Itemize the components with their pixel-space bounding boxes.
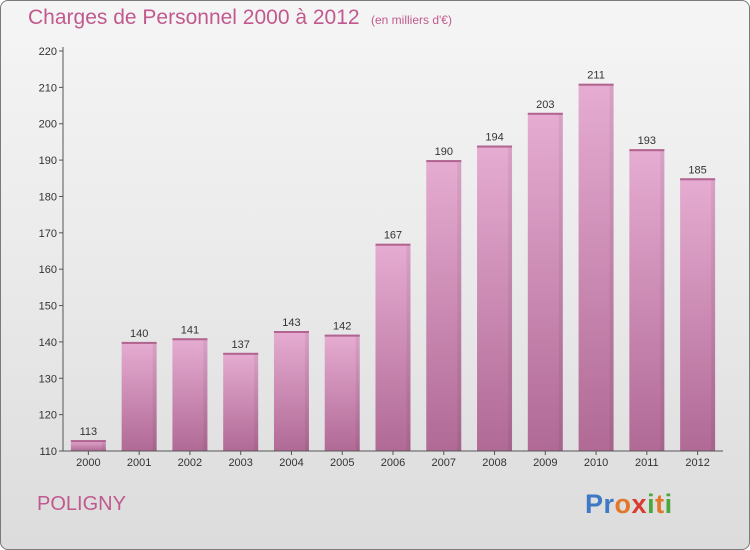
x-tick-label: 2008 (482, 457, 506, 469)
bar-cap (121, 341, 157, 344)
bar-shade (101, 440, 106, 451)
bar-cap (324, 334, 360, 337)
x-tick-label: 2000 (76, 457, 100, 469)
proxiti-logo[interactable]: Proxiti (585, 489, 673, 520)
bar-cap (375, 243, 411, 246)
logo-letter: P (585, 489, 604, 519)
y-tick-label: 150 (39, 301, 57, 313)
bar-cap (629, 149, 665, 152)
chart-subtitle: (en milliers d'€) (371, 13, 452, 27)
data-label: 142 (333, 321, 351, 333)
bar-2006 (375, 243, 411, 451)
bar-2011 (629, 149, 665, 451)
logo-letter: i (664, 489, 673, 519)
logo-letter: x (631, 489, 648, 519)
x-tick-label: 2010 (584, 457, 608, 469)
y-tick-label: 220 (39, 46, 57, 58)
logo-letter: t (655, 489, 665, 519)
bar-cap (273, 331, 309, 333)
bar-2009 (527, 112, 563, 452)
bar-2000 (70, 440, 106, 451)
chart-title: Charges de Personnel 2000 à 2012 (28, 6, 360, 29)
x-tick-label: 2001 (127, 457, 151, 469)
bar-2004 (273, 331, 309, 451)
bar-2005 (324, 334, 360, 451)
bar-2008 (477, 145, 513, 451)
bar-shade (152, 341, 157, 451)
bar-shade (254, 352, 259, 451)
bar-cap (426, 160, 462, 163)
data-label: 167 (384, 230, 402, 242)
data-label: 140 (130, 328, 148, 340)
x-tick-label: 2012 (685, 457, 709, 469)
bar-cap (172, 338, 208, 341)
logo-letter: o (614, 489, 632, 519)
bar-cap (70, 440, 106, 443)
y-tick-label: 130 (39, 373, 57, 385)
y-tick-label: 120 (39, 410, 57, 422)
bar-2001 (121, 341, 157, 451)
bar-2003 (223, 352, 259, 451)
data-label: 203 (536, 99, 554, 111)
x-tick-label: 2003 (228, 457, 252, 469)
bar-shade (203, 338, 208, 451)
logo-letter: i (647, 489, 656, 519)
bar-shade (457, 160, 462, 451)
x-tick-label: 2011 (635, 457, 659, 469)
bar-shade (304, 331, 309, 451)
bar-shade (508, 145, 513, 451)
bar-shade (355, 334, 360, 451)
bar-2002 (172, 338, 208, 451)
y-tick-label: 110 (39, 446, 57, 458)
x-tick-label: 2006 (381, 457, 405, 469)
bar-shade (558, 112, 563, 452)
data-label: 141 (181, 324, 199, 336)
bar-cap (223, 352, 259, 355)
y-tick-label: 170 (39, 228, 57, 240)
bar-shade (406, 243, 411, 451)
x-tick-label: 2002 (178, 457, 202, 469)
data-label: 194 (485, 132, 503, 144)
y-tick-label: 190 (39, 155, 57, 167)
y-tick-label: 140 (39, 337, 57, 349)
bar-shade (609, 83, 614, 452)
y-tick-label: 160 (39, 264, 57, 276)
y-tick-label: 180 (39, 191, 57, 203)
data-label: 113 (80, 426, 98, 438)
x-tick-label: 2004 (279, 457, 303, 469)
data-label: 211 (587, 70, 605, 82)
bar-cap (477, 145, 513, 148)
y-tick-label: 210 (39, 82, 57, 94)
bar-cap (680, 178, 716, 181)
bar-cap (527, 112, 563, 115)
y-tick-label: 200 (39, 119, 57, 131)
data-label: 193 (638, 135, 656, 147)
x-tick-label: 2005 (330, 457, 354, 469)
data-label: 185 (688, 164, 706, 176)
bar-2012 (680, 178, 716, 452)
x-tick-label: 2009 (533, 457, 557, 469)
x-axis: 2000 2001 2002 2003 2004 2005 2006 2007 2008 2009… (63, 450, 723, 469)
data-label: 143 (282, 317, 300, 329)
bar-2010 (578, 83, 614, 452)
bar-2007 (426, 160, 462, 451)
bar-cap (578, 83, 614, 86)
bar-shade (660, 149, 665, 451)
bar-shade (711, 178, 716, 452)
x-tick-label: 2007 (432, 457, 456, 469)
logo-letter: r (603, 489, 615, 519)
y-axis: 110 120 130 140 150 160 170 180 190 200 210 220 (39, 46, 64, 458)
data-label: 137 (232, 339, 250, 351)
commune-name: POLIGNY (37, 493, 126, 515)
bars: 113 140 141 137 143 142 167 190 194 203 211 193 185 (70, 70, 716, 452)
data-label: 190 (435, 146, 453, 158)
